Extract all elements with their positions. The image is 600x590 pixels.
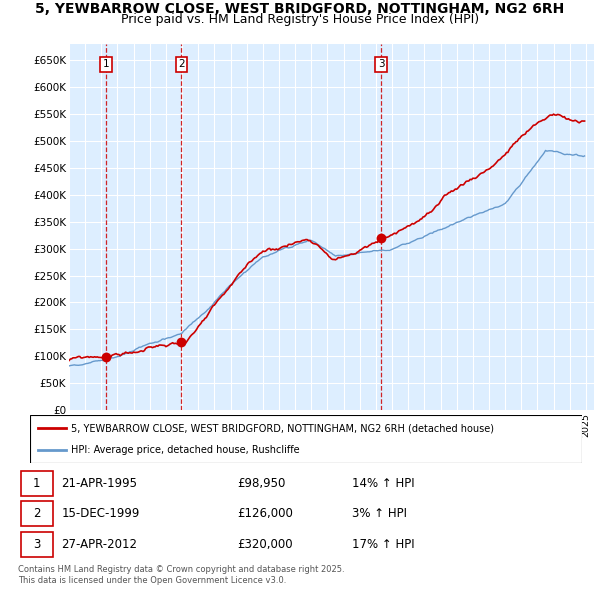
Text: £320,000: £320,000 xyxy=(237,538,293,551)
Text: 14% ↑ HPI: 14% ↑ HPI xyxy=(352,477,415,490)
Text: HPI: Average price, detached house, Rushcliffe: HPI: Average price, detached house, Rush… xyxy=(71,445,300,455)
Text: £126,000: £126,000 xyxy=(237,507,293,520)
Text: Contains HM Land Registry data © Crown copyright and database right 2025.
This d: Contains HM Land Registry data © Crown c… xyxy=(18,565,344,585)
Text: 21-APR-1995: 21-APR-1995 xyxy=(61,477,137,490)
Text: 2: 2 xyxy=(33,507,40,520)
Text: £98,950: £98,950 xyxy=(237,477,285,490)
Text: 15-DEC-1999: 15-DEC-1999 xyxy=(61,507,140,520)
Text: 2: 2 xyxy=(178,60,185,70)
Bar xyxy=(21,471,53,496)
Text: 1: 1 xyxy=(103,60,110,70)
Text: 1: 1 xyxy=(33,477,40,490)
Text: 3: 3 xyxy=(33,538,40,551)
Text: 5, YEWBARROW CLOSE, WEST BRIDGFORD, NOTTINGHAM, NG2 6RH: 5, YEWBARROW CLOSE, WEST BRIDGFORD, NOTT… xyxy=(35,2,565,16)
Text: 3: 3 xyxy=(378,60,385,70)
Point xyxy=(376,233,386,242)
Point xyxy=(101,352,111,362)
Text: 17% ↑ HPI: 17% ↑ HPI xyxy=(352,538,415,551)
Bar xyxy=(21,502,53,526)
Bar xyxy=(21,532,53,557)
Text: 3% ↑ HPI: 3% ↑ HPI xyxy=(352,507,407,520)
Text: 5, YEWBARROW CLOSE, WEST BRIDGFORD, NOTTINGHAM, NG2 6RH (detached house): 5, YEWBARROW CLOSE, WEST BRIDGFORD, NOTT… xyxy=(71,423,494,433)
Text: 27-APR-2012: 27-APR-2012 xyxy=(61,538,137,551)
Point xyxy=(176,337,186,347)
Text: Price paid vs. HM Land Registry's House Price Index (HPI): Price paid vs. HM Land Registry's House … xyxy=(121,13,479,26)
